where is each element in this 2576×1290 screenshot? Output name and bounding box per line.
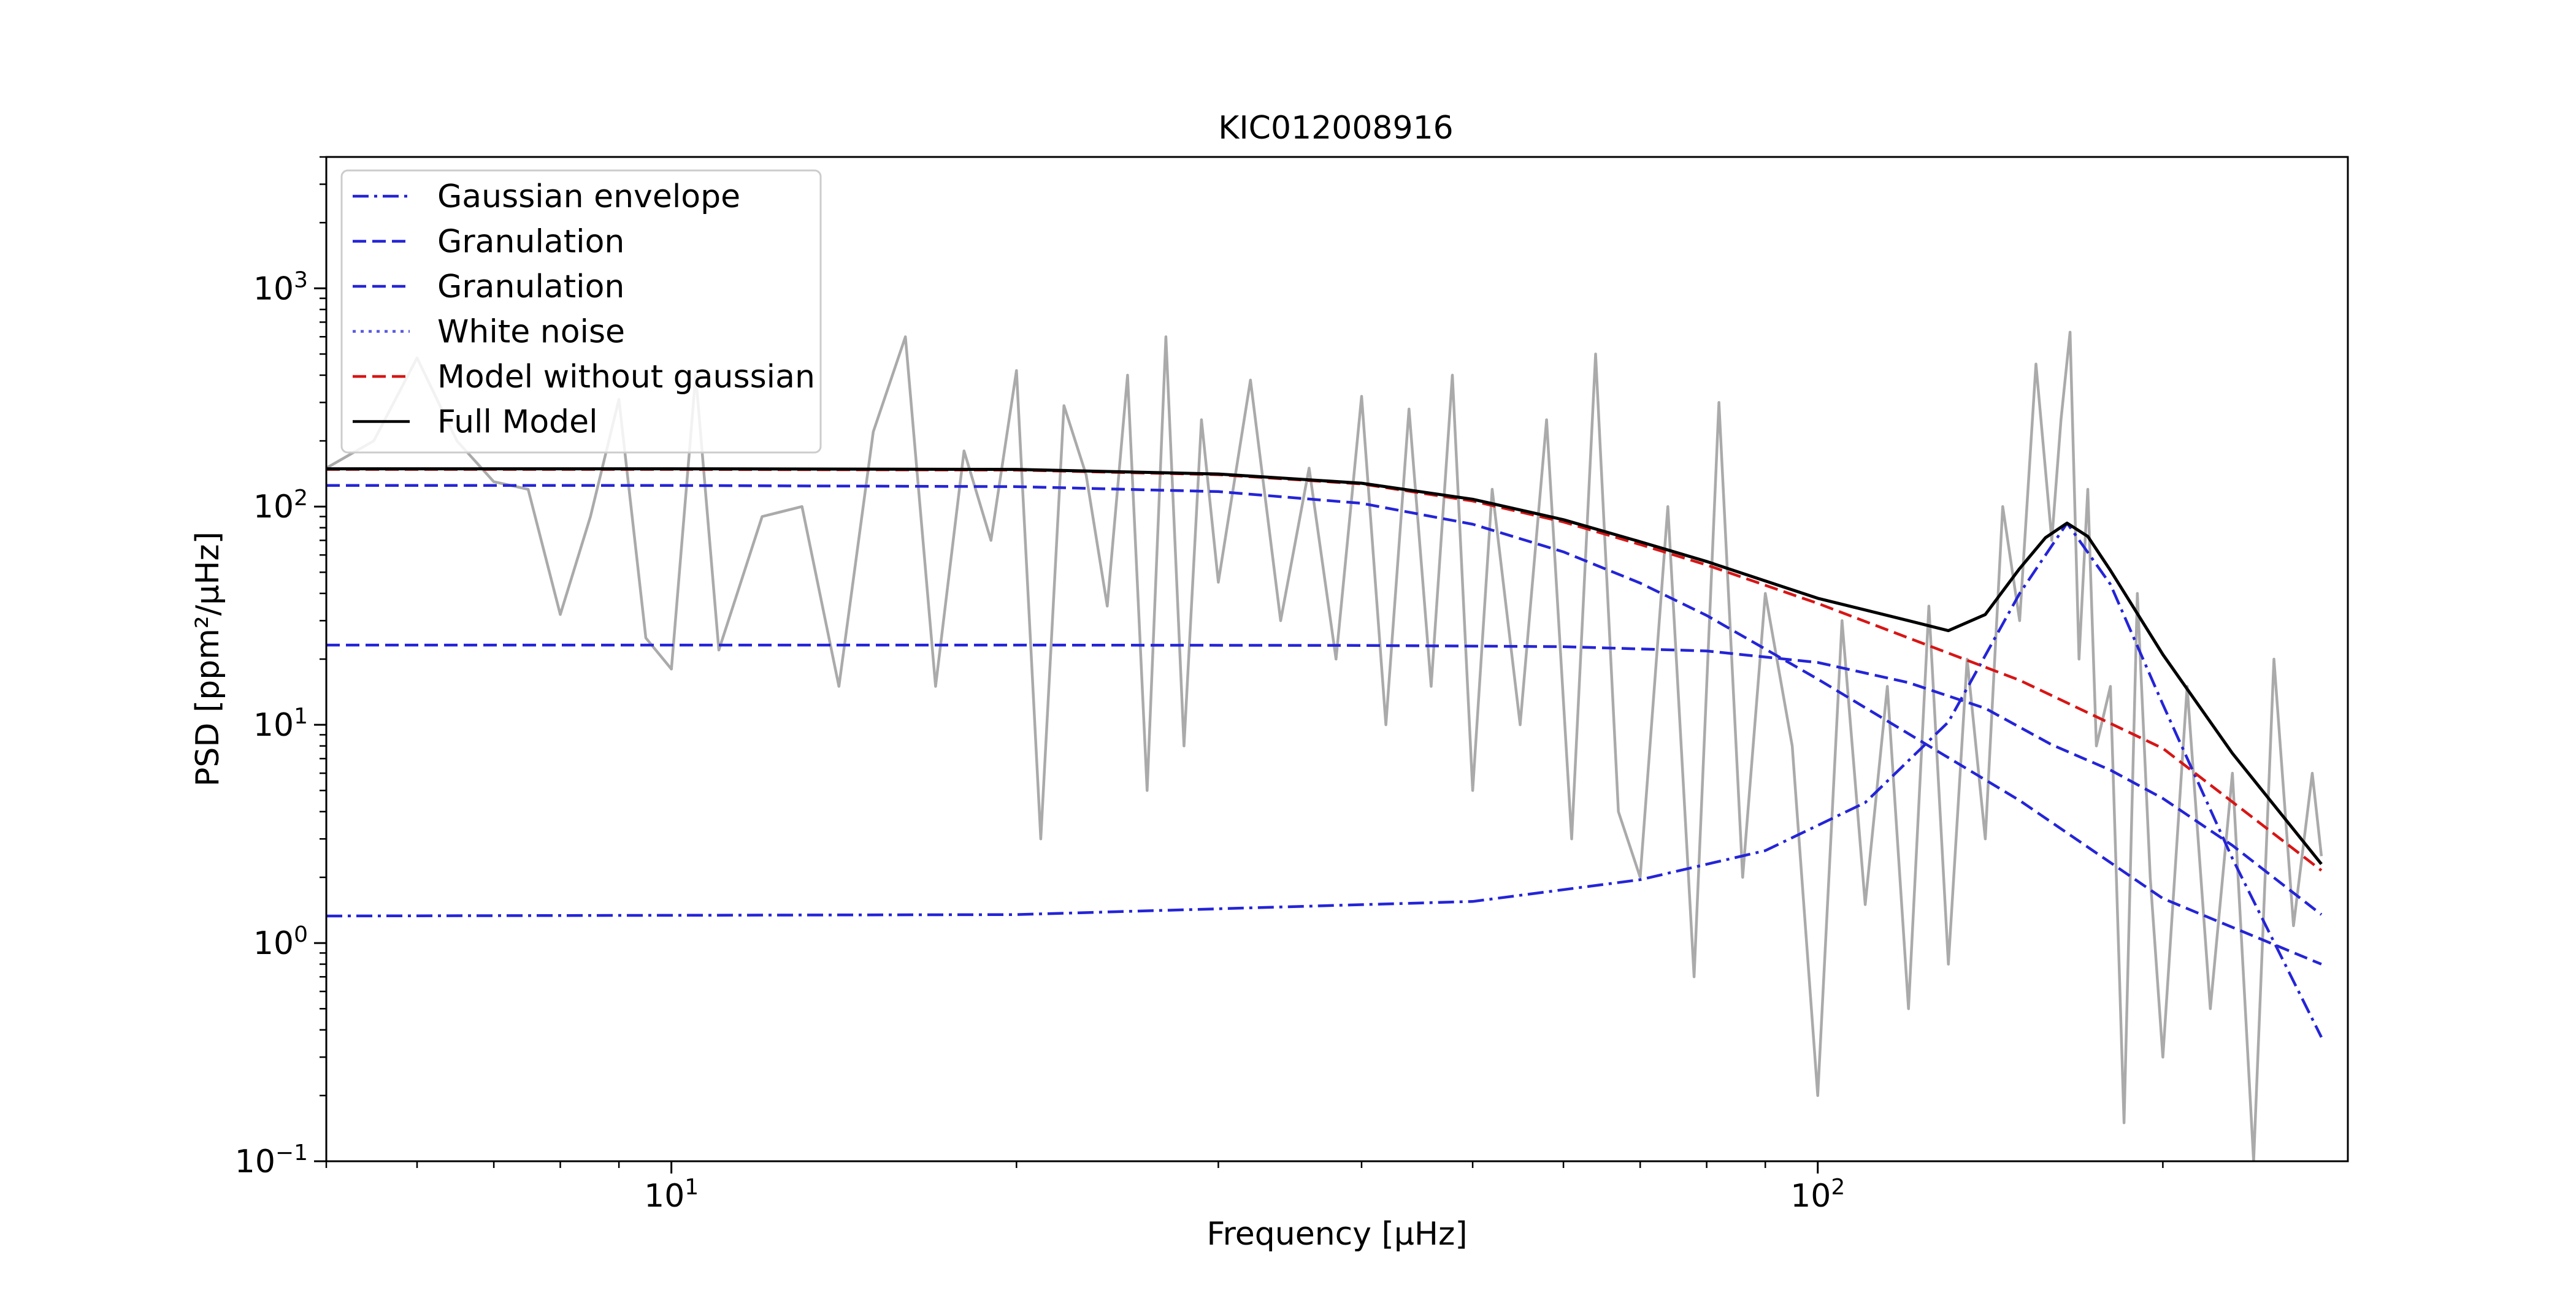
legend-frame	[340, 169, 822, 454]
legend-label-white-noise: White noise	[437, 314, 625, 351]
granulation-line	[326, 484, 2322, 966]
y-tick-label: 103	[253, 267, 308, 308]
y-tick-label: 101	[253, 704, 308, 744]
y-tick-label: 100	[253, 922, 308, 963]
legend-label-full-model: Full Model	[437, 404, 598, 441]
y-axis-ticks: 10−1 100 101 102 103	[235, 156, 326, 1181]
legend-label-model-without-gaussian: Model without gaussian	[437, 359, 815, 395]
legend: Gaussian envelope Granulation Granulation W…	[340, 169, 822, 454]
y-tick-label: 102	[253, 486, 308, 526]
gaussian-envelope-line	[326, 521, 2323, 1038]
y-tick-label: 10−1	[235, 1140, 308, 1181]
y-axis-label: PSD [ppm²/μHz]	[190, 532, 226, 787]
model-without-gaussian-line	[326, 468, 2323, 872]
legend-label-gaussian-envelope: Gaussian envelope	[437, 178, 740, 215]
chart-title: KIC012008916	[1218, 110, 1454, 147]
legend-label-granulation: Granulation	[437, 224, 624, 261]
x-tick-label: 101	[644, 1175, 699, 1215]
legend-entries: Gaussian envelope Granulation Granulation W…	[353, 178, 815, 441]
x-axis-label: Frequency [μHz]	[1206, 1216, 1467, 1253]
granulation-2-line	[326, 643, 2323, 916]
power-spectrum-line	[326, 330, 2323, 1161]
legend-label-granulation: Granulation	[437, 269, 624, 305]
full-model-line	[326, 467, 2323, 865]
series-layer	[326, 330, 2323, 1161]
x-axis-ticks: 101 102	[325, 1161, 2164, 1215]
x-tick-label: 102	[1790, 1175, 1845, 1215]
